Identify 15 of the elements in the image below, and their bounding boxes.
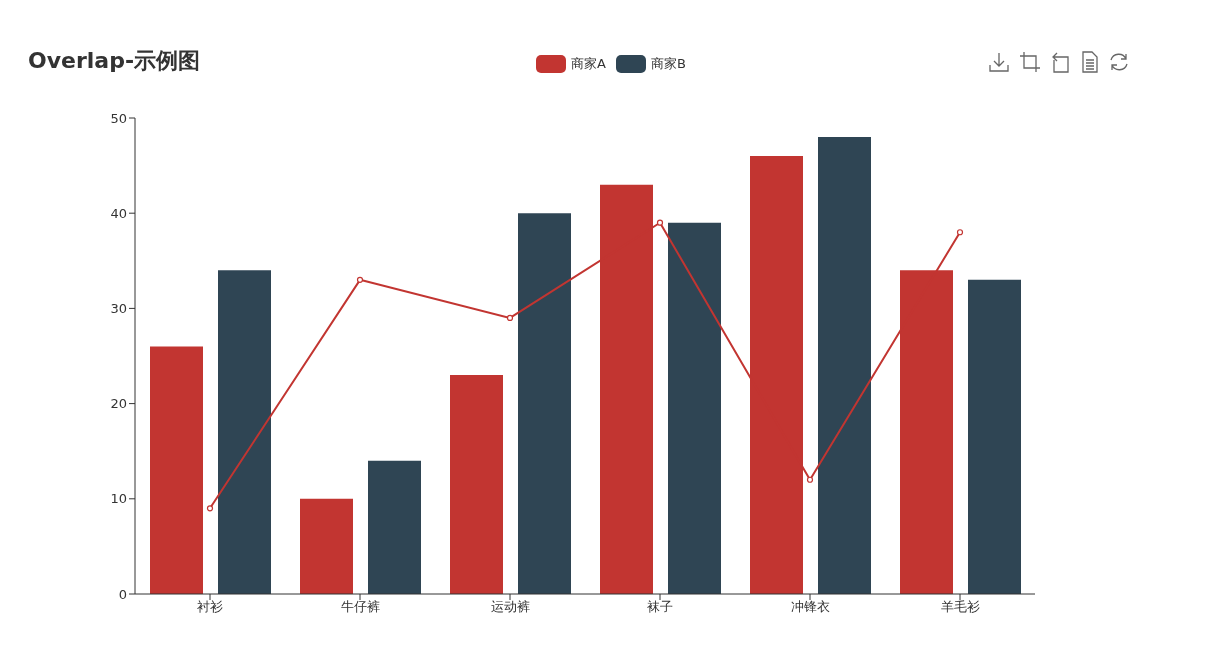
x-tick-label: 冲锋衣 [790, 599, 830, 615]
y-tick-label: 20 [110, 396, 127, 412]
y-tick-label: 30 [110, 301, 127, 317]
chart-title: Overlap-示例图 [28, 47, 201, 75]
y-tick-label: 0 [118, 586, 127, 602]
y-tick-label: 50 [110, 110, 127, 126]
y-tick-label: 10 [110, 491, 127, 507]
x-tick-label: 牛仔裤 [340, 599, 380, 615]
y-tick-label: 40 [110, 205, 127, 221]
x-tick-label: 运动裤 [490, 599, 530, 615]
legend-label: 商家B [650, 55, 686, 73]
legend-label: 商家A [571, 55, 606, 73]
x-tick-label: 衬衫 [197, 599, 223, 615]
x-tick-label: 袜子 [647, 599, 673, 615]
x-tick-label: 羊毛衫 [940, 599, 980, 615]
